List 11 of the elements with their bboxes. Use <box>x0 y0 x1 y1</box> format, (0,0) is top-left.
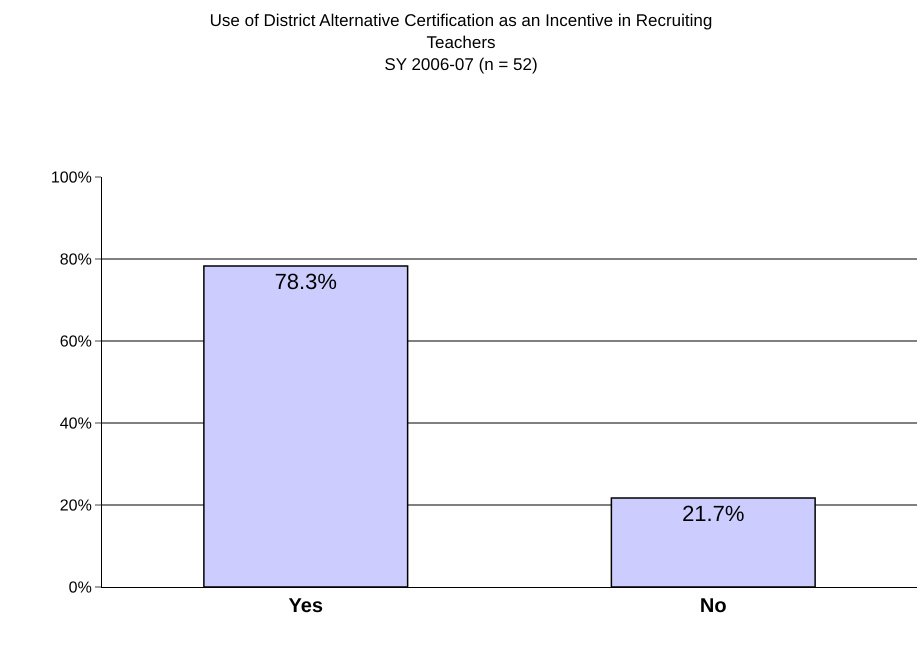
data-label: 21.7% <box>682 501 744 526</box>
y-tick-label: 20% <box>60 498 92 515</box>
y-tick-label: 60% <box>60 334 92 351</box>
y-tick-label: 0% <box>68 580 92 597</box>
data-label: 78.3% <box>274 268 337 294</box>
y-tick-label: 80% <box>60 252 92 269</box>
chart-title: Use of District Alternative Certification as an Incentive in Recruiting Teachers SY 2006-07 (n = 52) <box>210 11 712 74</box>
x-tick-label: No <box>700 595 727 617</box>
y-tick-label: 40% <box>60 416 92 433</box>
y-tick-label: 100% <box>50 170 92 187</box>
x-tick-label: Yes <box>288 595 323 617</box>
